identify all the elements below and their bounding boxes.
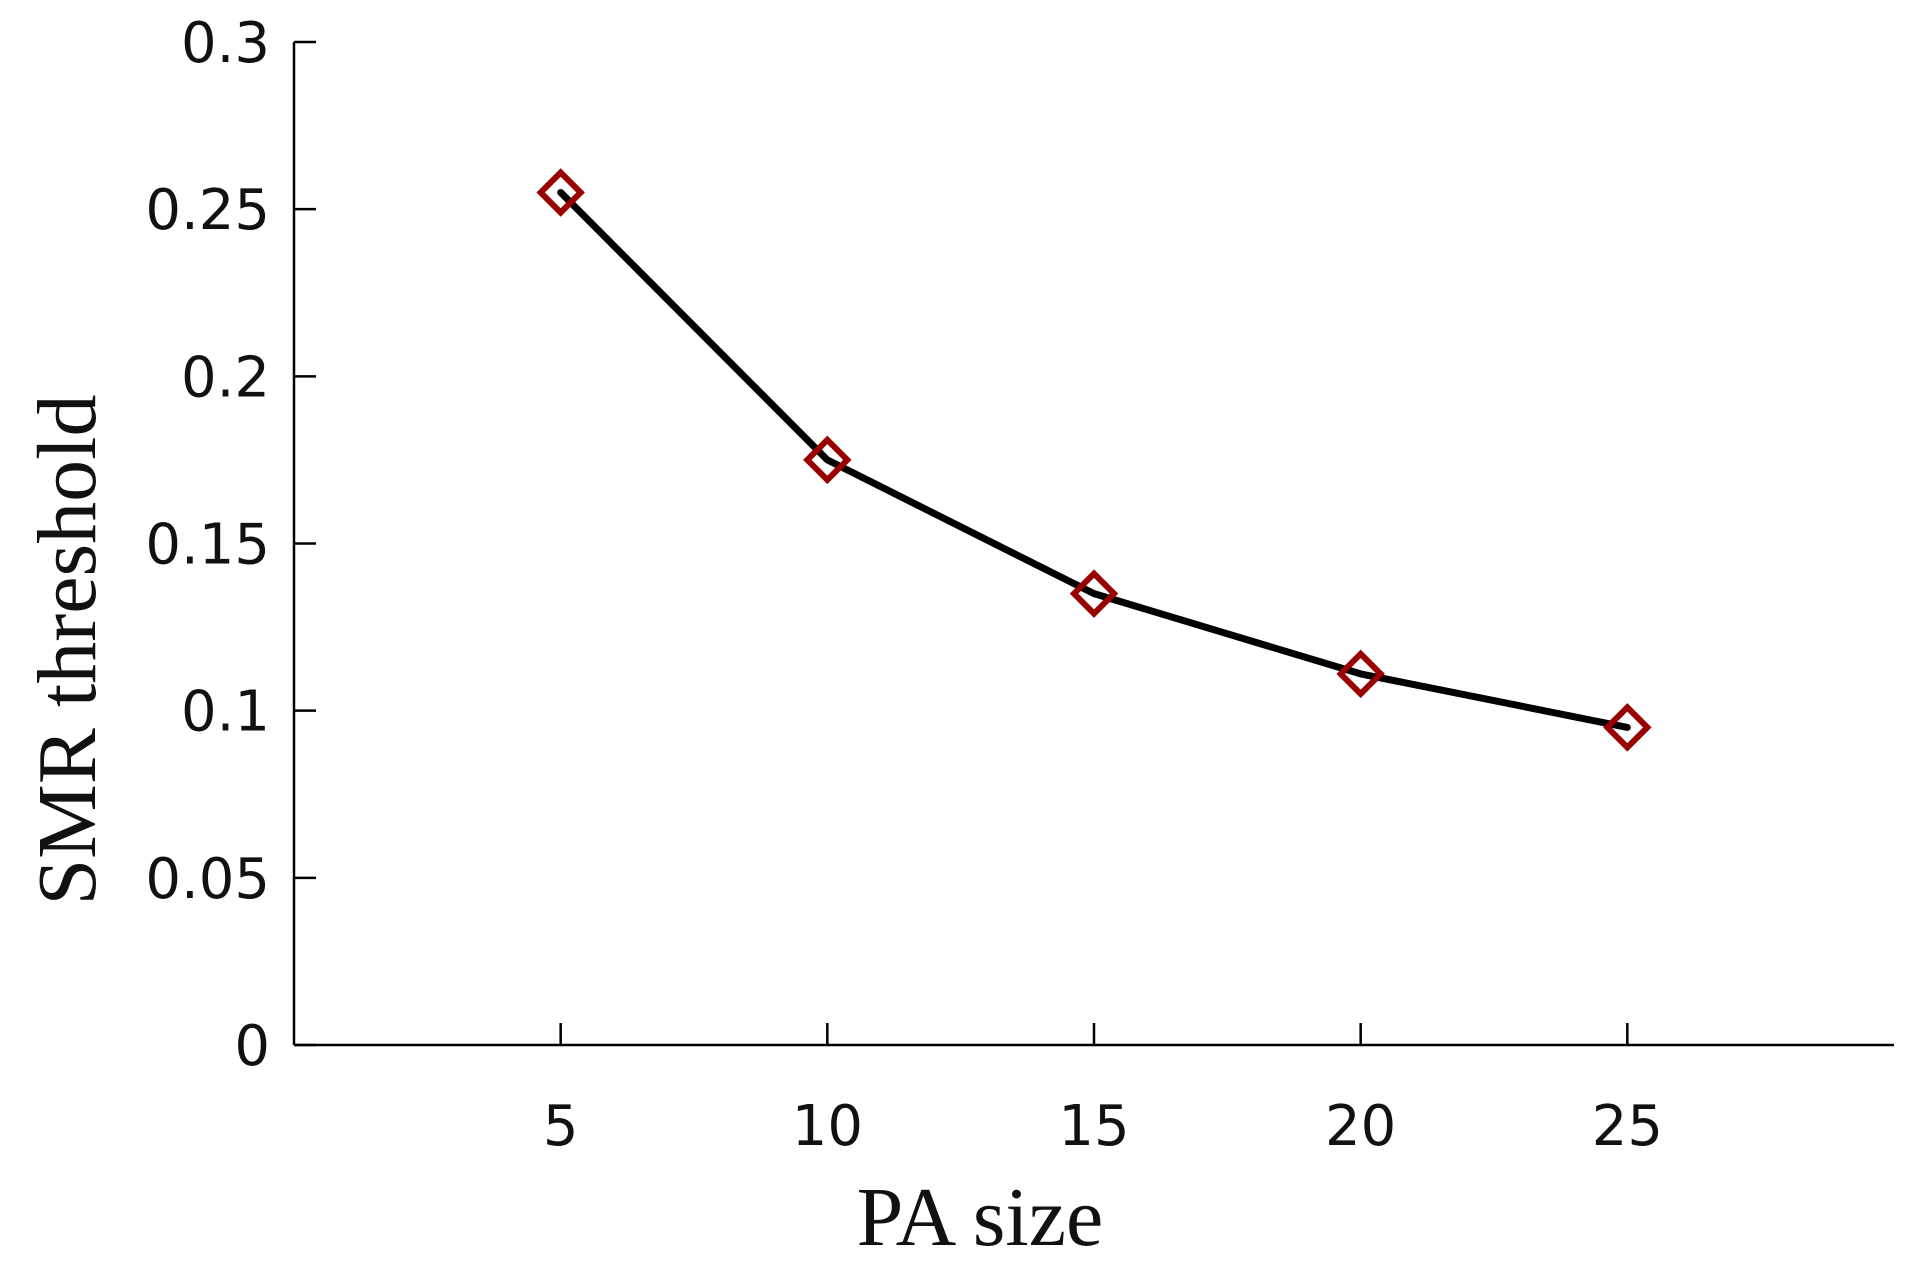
y-tick-label: 0.1 — [181, 680, 270, 745]
x-tick-label: 25 — [1592, 1094, 1663, 1159]
x-axis-ticks: 5 10 15 20 25 — [543, 1023, 1663, 1159]
data-point-marker — [803, 435, 852, 485]
y-tick-label: 0.15 — [145, 513, 270, 578]
y-tick-label: 0.3 — [181, 11, 270, 76]
data-point-marker — [1336, 649, 1385, 699]
y-tick-label: 0.25 — [145, 178, 270, 243]
data-point-marker — [1603, 703, 1652, 752]
data-point-marker — [1069, 569, 1119, 618]
y-tick-label: 0.2 — [181, 345, 270, 410]
x-tick-label: 5 — [543, 1094, 579, 1159]
y-tick-label: 0.05 — [145, 847, 270, 912]
x-tick-label: 10 — [792, 1094, 863, 1159]
y-tick-label: 0 — [234, 1014, 270, 1079]
y-axis-ticks: 0 0.05 0.1 0.15 0.2 0.25 0.3 — [145, 11, 316, 1079]
x-axis-title: PA size — [857, 1171, 1104, 1261]
x-tick-label: 15 — [1058, 1094, 1129, 1159]
x-tick-label: 20 — [1325, 1094, 1396, 1159]
y-axis-title: SMR threshold — [21, 394, 114, 905]
series-group — [536, 168, 1652, 752]
data-point-marker — [536, 168, 585, 217]
series-line — [557, 188, 1631, 731]
axes — [292, 42, 1894, 1047]
